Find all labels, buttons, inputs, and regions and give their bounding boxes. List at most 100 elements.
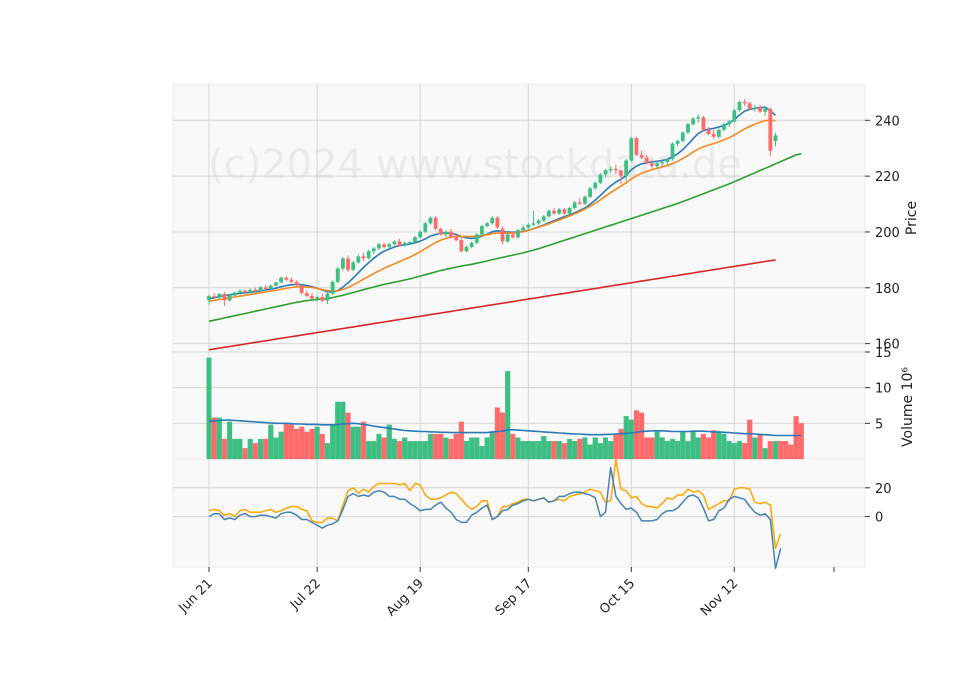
candle-body [253, 289, 258, 292]
candle-body [248, 289, 253, 293]
candle-body [433, 217, 438, 229]
candle-body [469, 242, 474, 248]
candle-body [402, 242, 407, 246]
volume-bar [206, 357, 212, 460]
volume-bar [628, 419, 634, 460]
volume-bar [252, 443, 258, 460]
volume-bar [499, 412, 506, 460]
volume-bar [566, 438, 573, 460]
candle-body [263, 287, 268, 289]
candle-body [428, 217, 433, 224]
candle-body [464, 247, 469, 252]
volume-bar [700, 433, 706, 460]
volume-bar [613, 433, 619, 460]
volume-bar [778, 441, 784, 460]
volume-bar [639, 412, 645, 460]
volume-bar [278, 431, 284, 460]
volume-bar [731, 443, 737, 460]
x-tick-label: Jun 21 [176, 576, 216, 616]
candle-body [701, 117, 706, 130]
oscillator-tick-label: 0 [875, 511, 883, 526]
volume-bar [366, 441, 372, 460]
volume-bar [360, 421, 367, 460]
x-tick-label: Aug 19 [384, 576, 427, 619]
candle-body [438, 228, 443, 235]
candle-body [773, 135, 778, 141]
volume-bar [633, 410, 639, 460]
candle-body [356, 256, 361, 263]
volume-bar [247, 438, 253, 460]
candle-body [696, 117, 701, 119]
candle-body [299, 285, 304, 294]
candle-body [660, 161, 665, 164]
volume-ma-line [208, 419, 802, 437]
volume-bar [268, 424, 274, 460]
volume-bar [453, 433, 459, 460]
volume-bar [654, 431, 660, 460]
volume-bar [623, 416, 629, 460]
volume-bar [433, 433, 439, 460]
volume-bar [371, 441, 377, 460]
candle-body [418, 231, 423, 238]
candle-body [526, 224, 531, 228]
candle-body [315, 297, 320, 299]
volume-bar [221, 438, 228, 460]
volume-tick-label: 5 [875, 417, 883, 432]
candle-body [227, 295, 232, 301]
candle-body [449, 231, 453, 238]
volume-bar [407, 441, 413, 460]
volume-bar [716, 431, 722, 460]
volume-bar [711, 430, 717, 460]
price-axis-label: Price [904, 201, 920, 235]
volume-bar [541, 436, 547, 460]
volume-bar [242, 448, 248, 460]
candle-body [613, 168, 618, 171]
volume-bar [293, 428, 300, 460]
volume-bar [443, 437, 449, 460]
candle-body [212, 296, 217, 298]
x-tick-label: Sep 17 [493, 576, 536, 619]
candle-body [665, 159, 670, 162]
candle-body [716, 129, 721, 137]
candle-body [490, 217, 495, 224]
volume-bar [422, 441, 428, 460]
oscillator-tick-label: 20 [875, 482, 892, 497]
price-tick-label: 160 [875, 338, 900, 353]
volume-bar [525, 441, 531, 460]
candle-body [500, 228, 505, 242]
candle-body [485, 223, 489, 227]
candle-body [232, 292, 237, 296]
volume-bar [649, 437, 655, 460]
candle-body [753, 107, 757, 109]
candle-body [505, 234, 510, 242]
candle-body [279, 277, 283, 283]
candle-body [444, 231, 448, 235]
volume-bar [736, 441, 742, 460]
volume-bar [783, 441, 789, 460]
candle-body [737, 101, 742, 111]
volume-bar [427, 433, 433, 460]
volume-bar [330, 424, 336, 460]
volume-bar [669, 438, 676, 460]
volume-bar [561, 443, 567, 460]
candle-body [325, 293, 330, 301]
volume-bar [402, 437, 408, 460]
candle-body [742, 101, 747, 104]
volume-bar [675, 441, 681, 460]
volume-bar [232, 438, 238, 460]
volume-bar [324, 443, 330, 460]
candle-body [557, 209, 562, 214]
volume-bar [757, 433, 763, 460]
volume-bar [762, 448, 768, 460]
volume-bar [788, 444, 794, 460]
ma_short-line [208, 106, 777, 300]
candle-body [583, 196, 587, 204]
candle-body [407, 242, 412, 244]
candle-body [284, 277, 289, 280]
volume-bar [474, 437, 480, 460]
candle-body [377, 244, 381, 249]
volume-bar [314, 426, 320, 460]
volume-bar [376, 433, 382, 460]
candle-body [732, 110, 737, 122]
candle-body [655, 163, 659, 167]
